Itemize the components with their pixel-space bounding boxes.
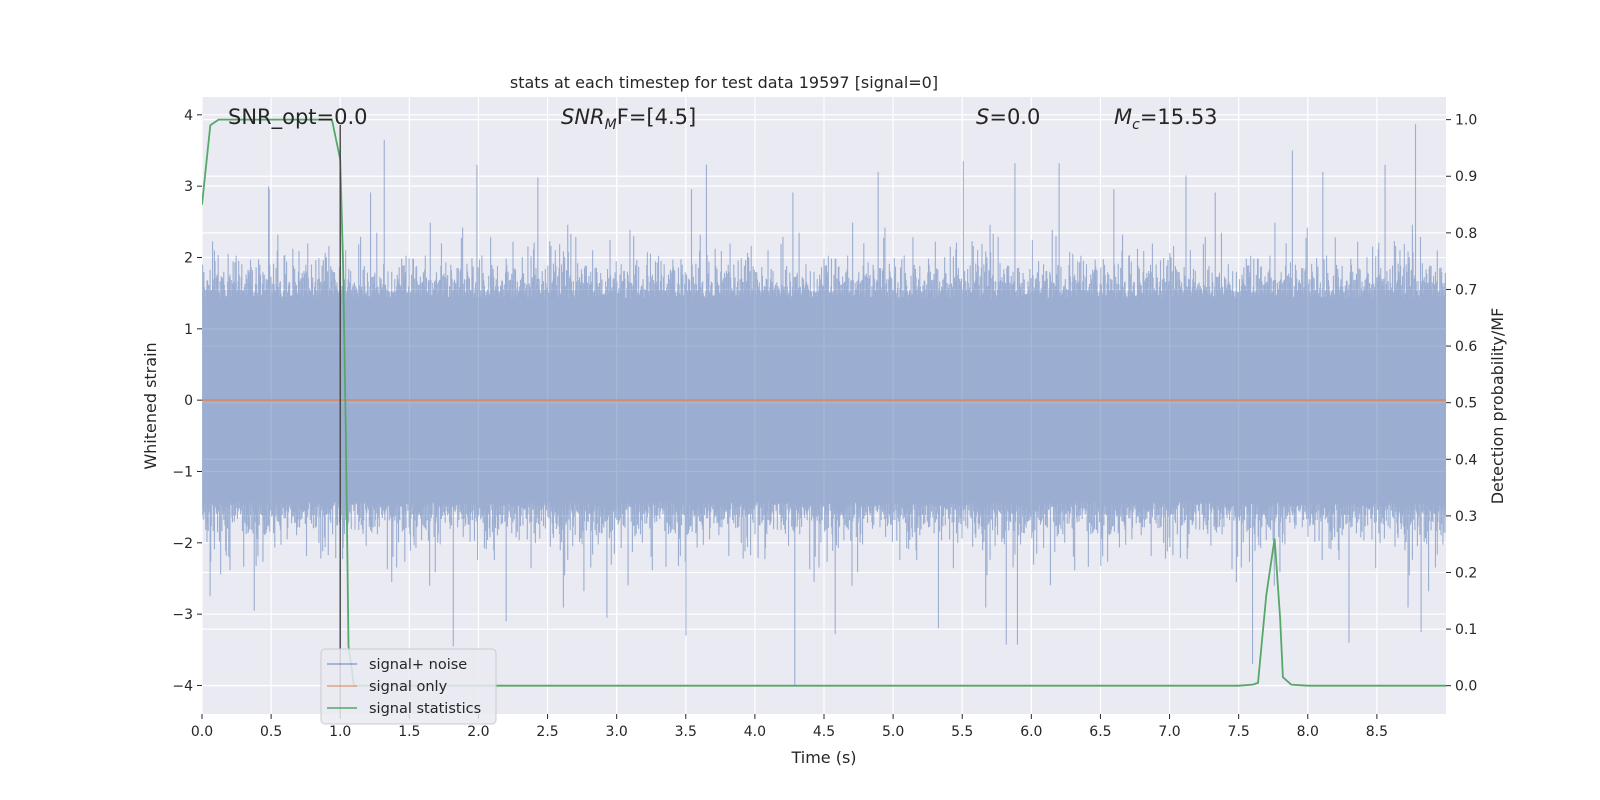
y-left-tick-label: −1 (172, 464, 193, 480)
annotation-s-main: S (976, 105, 989, 129)
legend: signal+ noise signal only signal statist… (320, 648, 497, 725)
y-right-tick-label: 0.8 (1455, 226, 1477, 242)
y-right-tick-label: 0.4 (1455, 452, 1477, 468)
x-tick-label: 7.0 (1158, 724, 1180, 740)
x-tick-label: 0.5 (260, 724, 282, 740)
y-right-tick-label: 0.2 (1455, 565, 1477, 581)
annotation-mc-main: M (1114, 105, 1132, 129)
y-axis-label-right: Detection probability/MF (1488, 308, 1507, 505)
y-left-tick-label: 2 (184, 250, 193, 266)
legend-label-signal-noise: signal+ noise (369, 657, 467, 673)
axis-ticks: 0.0 0.5 1.0 1.5 2.0 2.5 3.0 3.5 4.0 4.5 5.0 5.5 6.0 6… (172, 108, 1477, 740)
annotation-mc: Mc=15.53 (1114, 105, 1218, 133)
y-left-tick-label: 4 (184, 108, 193, 124)
legend-label-signal-statistics: signal statistics (369, 701, 481, 717)
x-tick-label: 4.5 (813, 724, 835, 740)
y-left-tick-label: 0 (184, 393, 193, 409)
x-tick-label: 1.5 (398, 724, 420, 740)
annotation-s-rest: =0.0 (989, 105, 1040, 129)
y-right-tick-label: 0.7 (1455, 282, 1477, 298)
chart-title: stats at each timestep for test data 195… (510, 73, 938, 92)
y-left-tick-label: −3 (172, 607, 193, 623)
y-right-tick-label: 0.5 (1455, 396, 1477, 412)
annotation-snr-mf-sub: M (605, 117, 617, 133)
annotation-s: S=0.0 (976, 105, 1040, 129)
x-axis-label: Time (s) (790, 748, 856, 767)
y-left-tick-label: −2 (172, 536, 193, 552)
y-right-tick-label: 0.6 (1455, 339, 1477, 355)
annotation-snr-mf: SNRMF=[4.5] (561, 105, 696, 133)
x-tick-label: 6.5 (1089, 724, 1111, 740)
y-right-tick-label: 1.0 (1455, 113, 1477, 129)
y-right-tick-label: 0.0 (1455, 679, 1477, 695)
y-right-tick-label: 0.9 (1455, 169, 1477, 185)
x-tick-label: 5.5 (951, 724, 973, 740)
annotation-mc-sub: c (1132, 117, 1140, 133)
x-tick-label: 7.5 (1228, 724, 1250, 740)
y-axis-label-left: Whitened strain (141, 342, 160, 469)
x-tick-label: 1.0 (329, 724, 351, 740)
annotation-snr-opt: SNR_opt=0.0 (228, 105, 368, 130)
legend-box (320, 648, 497, 725)
x-tick-label: 5.0 (882, 724, 904, 740)
x-tick-label: 4.0 (744, 724, 766, 740)
y-left-tick-label: 3 (184, 179, 193, 195)
y-left-tick-label: −4 (172, 678, 193, 694)
x-tick-label: 3.0 (606, 724, 628, 740)
x-tick-label: 3.5 (675, 724, 697, 740)
y-right-tick-label: 0.1 (1455, 622, 1477, 638)
annotation-mc-rest: =15.53 (1140, 105, 1218, 129)
y-left-tick-label: 1 (184, 322, 193, 338)
x-tick-label: 6.0 (1020, 724, 1042, 740)
x-tick-label: 8.5 (1366, 724, 1388, 740)
legend-label-signal-only: signal only (369, 679, 448, 695)
x-tick-label: 2.5 (536, 724, 558, 740)
y-right-tick-label: 0.3 (1455, 509, 1477, 525)
x-tick-label: 2.0 (467, 724, 489, 740)
annotation-snr-mf-rest: F=[4.5] (617, 105, 696, 129)
x-tick-label: 8.0 (1297, 724, 1319, 740)
annotation-snr-mf-main: SNR (561, 105, 605, 129)
x-tick-label: 0.0 (191, 724, 213, 740)
